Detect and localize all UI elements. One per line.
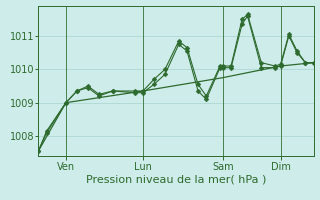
X-axis label: Pression niveau de la mer( hPa ): Pression niveau de la mer( hPa ) [86, 174, 266, 184]
